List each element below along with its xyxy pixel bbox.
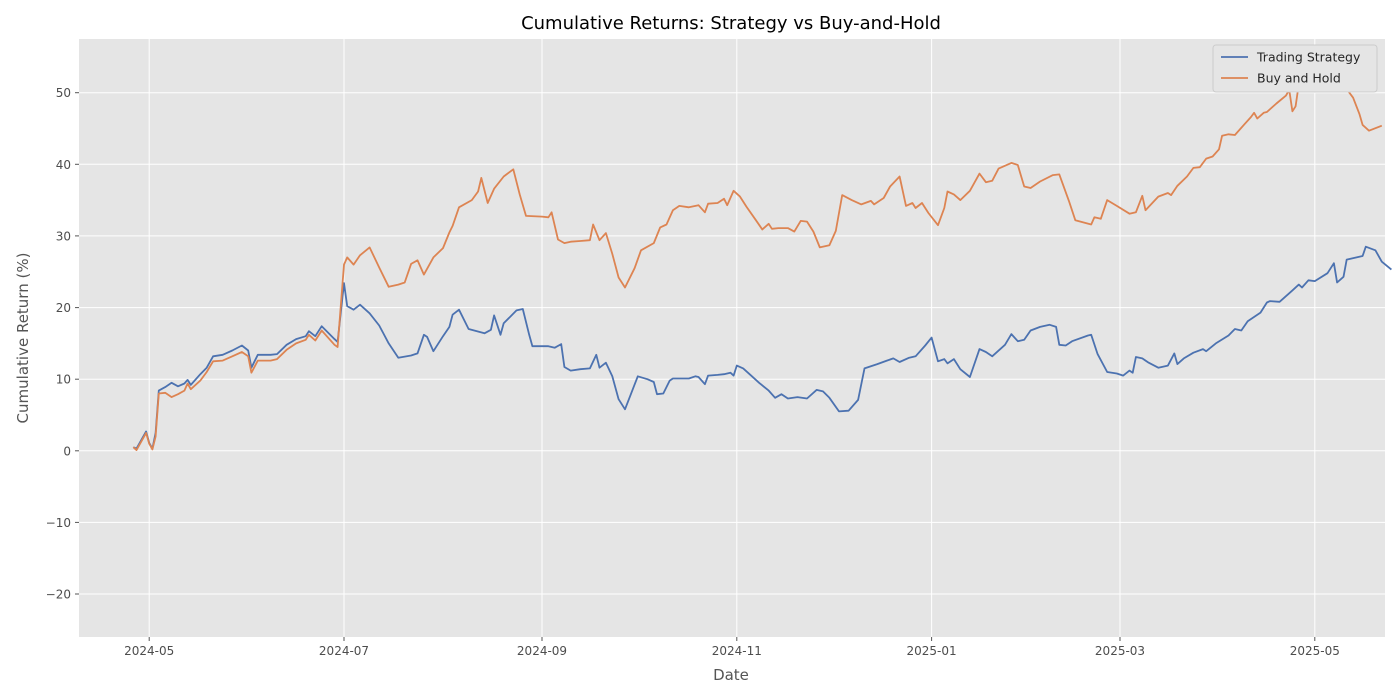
x-axis-label: Date [713,666,749,684]
grid [79,39,1385,637]
x-tick-label: 2024-05 [124,644,174,658]
x-tick-label: 2025-03 [1095,644,1145,658]
y-tick-label: 20 [56,301,71,315]
x-axis-ticks: 2024-05 2024-07 2024-09 2024-11 2025-01 2025-… [124,637,1340,658]
x-tick-label: 2024-11 [712,644,762,658]
x-tick-label: 2025-01 [907,644,957,658]
y-tick-label: 30 [56,229,71,243]
y-tick-label: −10 [46,516,71,530]
x-tick-label: 2024-09 [517,644,567,658]
y-tick-label: 40 [56,158,71,172]
legend-box [1212,44,1378,93]
plot-background [79,39,1385,637]
x-tick-label: 2024-07 [319,644,369,658]
y-tick-label: 0 [63,444,71,458]
chart-title: Cumulative Returns: Strategy vs Buy-and-… [521,13,941,34]
y-axis-label: Cumulative Return (%) [14,253,32,424]
series-line-buy-and-hold [132,65,1383,452]
legend-label-trading-strategy: Trading Strategy [1256,50,1361,65]
y-tick-label: 50 [56,86,71,100]
series-lines [132,65,1392,452]
y-tick-label: 10 [56,373,71,387]
y-tick-label: −20 [46,588,71,602]
x-tick-label: 2025-05 [1290,644,1340,658]
legend-label-buy-and-hold: Buy and Hold [1257,71,1341,86]
y-axis-ticks: −20 −10 0 10 20 30 40 50 [46,86,79,602]
series-line-trading-strategy [132,245,1392,450]
legend: Trading Strategy Buy and Hold [1212,44,1378,93]
